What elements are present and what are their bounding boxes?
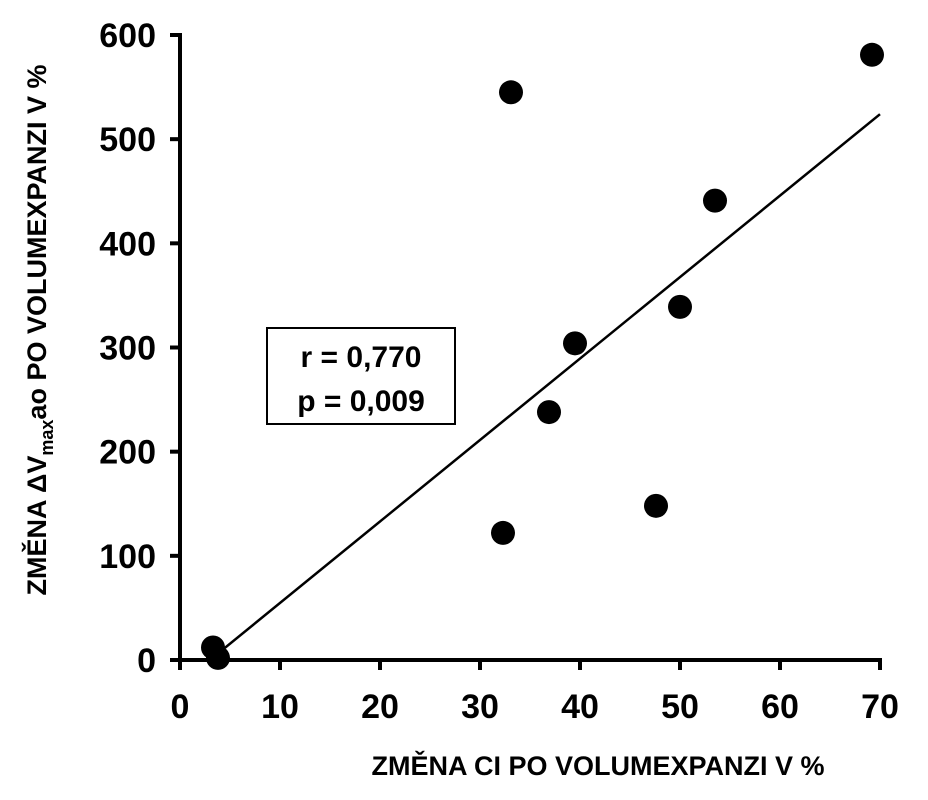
y-tick-label: 200	[99, 434, 156, 472]
x-axis-title: ZMĚNA CI PO VOLUMEXPANZI V %	[371, 750, 824, 781]
data-point	[206, 645, 230, 670]
y-axis-title-suffix: ao PO VOLUMEXPANZI V %	[22, 65, 52, 420]
x-tick-label: 50	[661, 688, 699, 726]
y-tick-label: 0	[137, 642, 156, 680]
data-point	[668, 294, 692, 319]
x-tick-label: 20	[361, 688, 399, 726]
p-value-label: p = 0,009	[297, 385, 425, 418]
x-tick-label: 0	[171, 688, 190, 726]
y-tick-label: 500	[99, 121, 156, 159]
data-point	[644, 493, 668, 518]
x-tick-label: 10	[261, 688, 299, 726]
y-tick-label: 100	[99, 538, 156, 576]
y-axis-title-subscript: max	[37, 420, 57, 456]
y-tick-label: 600	[99, 17, 156, 55]
x-tick-label: 30	[461, 688, 499, 726]
x-tick-label: 70	[861, 688, 899, 726]
data-point	[537, 400, 561, 425]
correlation-r-label: r = 0,770	[301, 341, 422, 374]
data-points	[201, 42, 884, 670]
statistics-box-frame	[266, 327, 456, 425]
statistics-box: r = 0,770 p = 0,009	[266, 327, 456, 425]
data-point	[563, 331, 587, 356]
x-tick-label: 40	[561, 688, 599, 726]
x-tick-label: 60	[761, 688, 799, 726]
regression-line	[209, 113, 881, 661]
data-point	[703, 188, 727, 213]
x-axis-ticks: 0 10 20 30 40 50 60 70	[171, 660, 899, 726]
y-tick-label: 300	[99, 330, 156, 368]
y-axis-title: ZMĚNA ΔVmaxao PO VOLUMEXPANZI V %	[21, 65, 57, 596]
y-axis-title-prefix: ZMĚNA ΔV	[21, 456, 52, 596]
y-axis-ticks: 0 100 200 300 400 500 600	[99, 17, 180, 680]
y-tick-label: 400	[99, 225, 156, 263]
data-point	[499, 80, 523, 105]
data-point	[491, 520, 515, 545]
data-point	[860, 42, 884, 67]
